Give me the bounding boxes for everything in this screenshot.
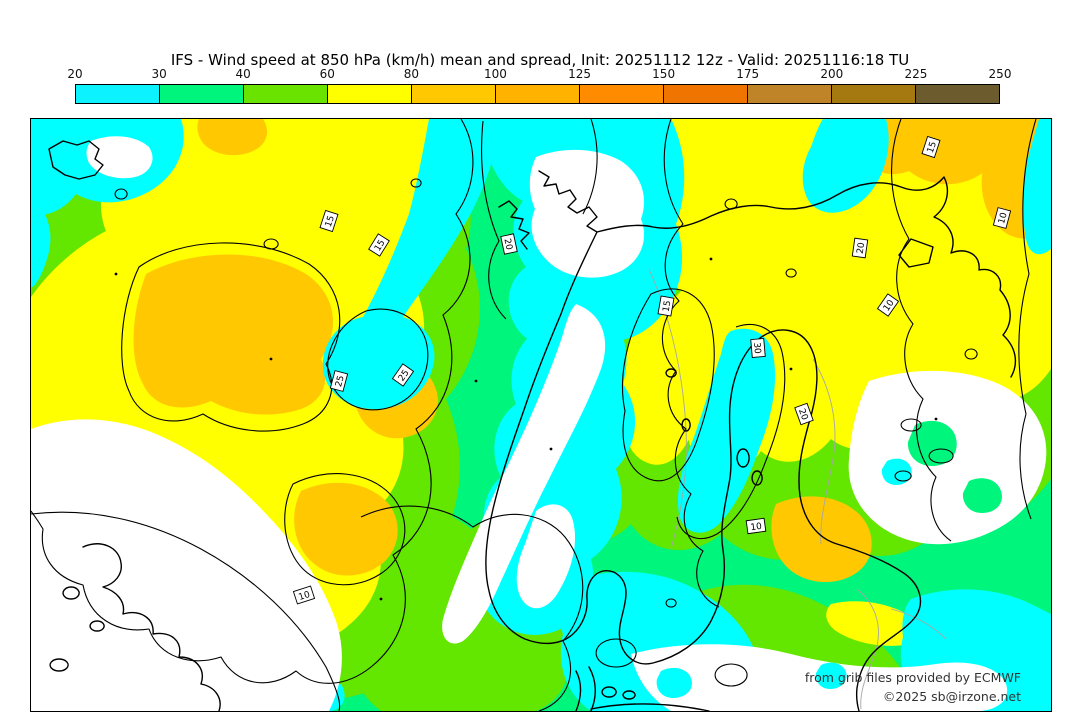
svg-text:15: 15 [926, 140, 939, 154]
contour-label-layer: 15 15 20 25 25 15 30 20 10 10 10 15 20 10 [292, 135, 1012, 605]
colorbar: 20 30 40 60 80 100 125 150 175 200 225 250 [67, 67, 1011, 104]
colorbar-segment [831, 85, 915, 103]
colorbar-segment [495, 85, 579, 103]
minima-dots [114, 257, 938, 601]
spread-contour-label: 10 [292, 585, 316, 605]
wind-fill-layer [31, 119, 1051, 711]
spread-contour-label: 20 [500, 233, 518, 255]
colorbar-segment [159, 85, 243, 103]
colorbar-tick-label: 250 [988, 67, 1012, 81]
svg-text:10: 10 [750, 522, 763, 534]
spread-contour-label: 15 [921, 135, 941, 159]
coastline-layer [48, 140, 1017, 711]
colorbar-tick-label: 225 [904, 67, 928, 81]
colorbar-tick-label: 40 [235, 67, 251, 81]
colorbar-tick-label: 100 [484, 67, 507, 81]
spread-contours-layer [31, 119, 1037, 711]
attribution-copyright: ©2025 sb@irzone.net [883, 689, 1021, 704]
colorbar-segment [76, 85, 159, 103]
colorbar-tick-label: 30 [151, 67, 167, 81]
spread-contour-label: 25 [329, 370, 349, 392]
colorbar-segment [411, 85, 495, 103]
spread-contour-label: 20 [851, 237, 869, 259]
spread-contour-label: 10 [876, 293, 900, 317]
svg-text:15: 15 [662, 300, 674, 313]
colorbar-segment [243, 85, 327, 103]
spread-contour-label: 15 [657, 295, 675, 317]
colorbar-tick-label: 175 [736, 67, 760, 81]
weather-map-svg: 15 15 20 25 25 15 30 20 10 10 10 15 20 10 from grib f… [31, 119, 1051, 711]
spread-contour-label: 25 [391, 363, 415, 387]
colorbar-scale [75, 84, 1000, 104]
colorbar-segment [915, 85, 999, 103]
colorbar-tick-label: 80 [403, 67, 419, 81]
spread-contour-label: 30 [750, 337, 766, 359]
colorbar-tick-label: 200 [820, 67, 844, 81]
svg-text:10: 10 [997, 211, 1010, 225]
colorbar-segment [579, 85, 663, 103]
colorbar-segment [747, 85, 831, 103]
colorbar-tick-label: 60 [319, 67, 335, 81]
colorbar-tick-label: 125 [568, 67, 591, 81]
attribution-source: from grib files provided by ECMWF [805, 670, 1021, 685]
svg-text:30: 30 [751, 342, 762, 355]
svg-text:20: 20 [796, 407, 809, 421]
page-title: IFS - Wind speed at 850 hPa (km/h) mean … [170, 51, 910, 69]
spread-contour-label: 15 [319, 209, 339, 233]
svg-text:25: 25 [334, 375, 347, 389]
colorbar-tick-label: 20 [67, 67, 83, 81]
svg-text:20: 20 [501, 238, 513, 252]
spread-contour-label: 20 [794, 402, 814, 426]
weather-map: 15 15 20 25 25 15 30 20 10 10 10 15 20 10 from grib f… [30, 118, 1052, 712]
attribution: from grib files provided by ECMWF ©2025 … [805, 670, 1021, 704]
colorbar-tick-label: 150 [652, 67, 676, 81]
svg-text:15: 15 [324, 214, 337, 228]
spread-contour-label: 15 [368, 233, 390, 257]
spread-contour-label: 10 [745, 517, 767, 535]
svg-text:20: 20 [856, 242, 868, 255]
svg-text:10: 10 [297, 590, 311, 603]
colorbar-segment [327, 85, 411, 103]
colorbar-tick-row: 20 30 40 60 80 100 125 150 175 200 225 250 [67, 67, 1011, 83]
colorbar-segment [663, 85, 747, 103]
spread-contour-label: 10 [992, 207, 1012, 229]
